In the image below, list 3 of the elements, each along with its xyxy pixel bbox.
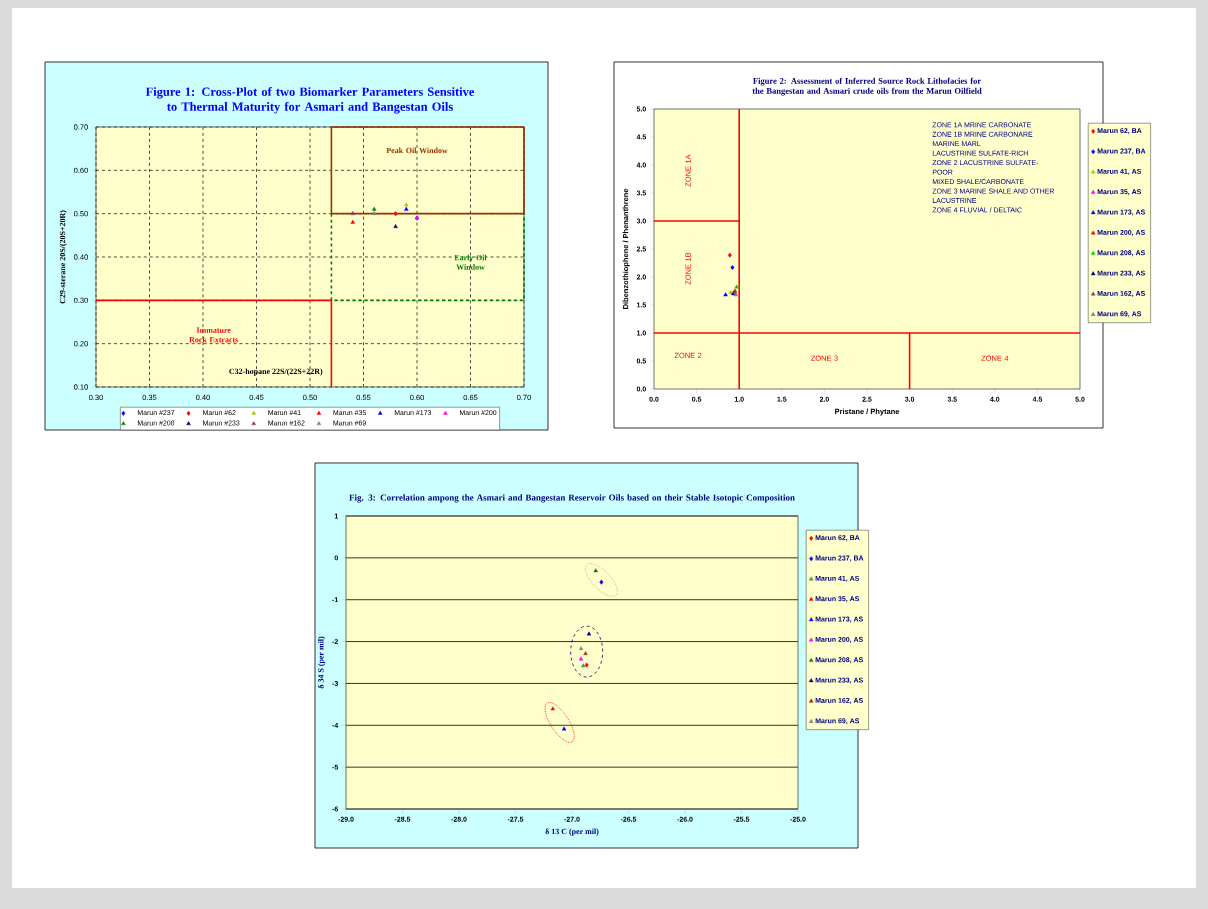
chart-title: Figure 1: Cross-Plot of two Biomarker Parameters Sensitive to Thermal Maturity for Asmari and Bangestan Oils	[145, 87, 475, 114]
chart-title: Fig. 3: Correlation ampong the Asmari and Bangestan Reservoir Oils based on their Stable Isotopic Composition	[349, 494, 795, 503]
chart-title: Figure 2: Assessment of Inferred Source Rock Lithofacies for the Bangestan and Asmari crude oils from the Marun Oilfield	[752, 77, 982, 96]
